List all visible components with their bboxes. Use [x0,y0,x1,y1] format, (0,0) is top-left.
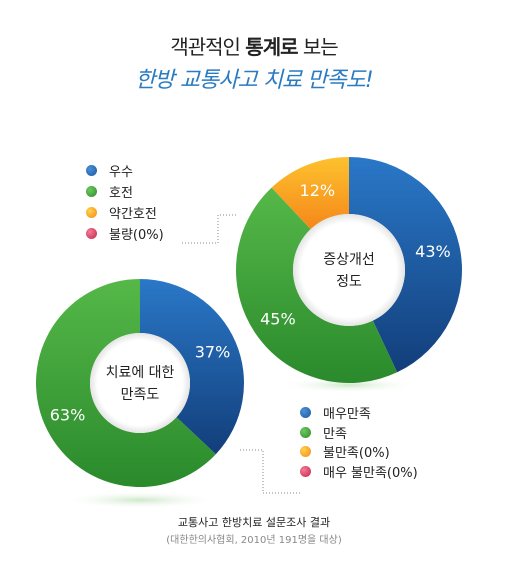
legend-item: 호전 [86,181,164,202]
legend-label: 매우만족 [323,407,371,423]
legend-label: 호전 [109,186,133,201]
chart-center-title: 증상개선 [323,252,375,268]
legend-dot-icon [86,186,97,197]
title-bold: 통계로 [245,35,298,59]
legend-dot-icon [86,207,97,218]
legend-item: 불만족(0%) [300,442,418,462]
donut-hole [293,214,405,326]
donut-slice-우수 [349,157,462,373]
legend-label: 약간호전 [109,207,157,222]
donut-slice-매우만족 [140,279,245,455]
footer-caption: 교통사고 한방치료 설문조사 결과 [177,516,331,529]
legend-label: 만족 [323,426,347,442]
legend-dot-icon [300,446,311,458]
chart2-shadow [60,491,220,509]
legend-dot-icon [300,426,311,438]
chart-center-title: 정도 [336,274,362,290]
donut-slice-약간호전 [271,157,349,230]
footer-source: (대한한의사협회, 2010년 191명을 대상) [166,535,342,546]
legend-item: 불량(0%) [86,223,164,244]
legend-dot-icon [86,228,97,239]
donut-slice-만족 [36,279,216,487]
title-suffix: 보는 [302,35,339,59]
slice-value-label: 12% [300,181,336,200]
legend-label: 매우 불만족(0%) [323,465,418,481]
chart-center-title: 치료에 대한 [106,365,175,381]
page-title: 객관적인 통계로 보는 [0,31,508,60]
slice-value-label: 43% [415,242,451,261]
legend-dot-icon [86,165,97,176]
legend-item: 만족 [300,423,418,443]
legend-symptom: 우수 호전 약간호전 불량(0%) [86,160,164,244]
title-prefix: 객관적인 [170,35,241,59]
slice-value-label: 37% [195,343,231,362]
legend-item: 매우만족 [300,403,418,423]
legend-satisfaction: 매우만족 만족 불만족(0%) 매우 불만족(0%) [300,403,418,481]
donut-hole [90,333,190,433]
legend-label: 불만족(0%) [323,446,390,462]
donut-slice-호전 [236,187,398,383]
leader-line-top [182,214,238,244]
legend-dot-icon [300,407,311,419]
legend-label: 불량(0%) [109,228,164,243]
page-subtitle: 한방 교통사고 치료 만족도! [135,68,373,93]
legend-item: 매우 불만족(0%) [300,462,418,482]
chart1-shadow [279,377,419,393]
legend-item: 약간호전 [86,202,164,223]
legend-label: 우수 [109,165,133,180]
leader-line-bottom [240,449,300,494]
legend-dot-icon [300,465,311,477]
slice-value-label: 45% [260,309,296,328]
legend-item: 우수 [86,160,164,181]
slice-value-label: 63% [50,405,86,424]
chart-center-title: 만족도 [121,387,160,403]
